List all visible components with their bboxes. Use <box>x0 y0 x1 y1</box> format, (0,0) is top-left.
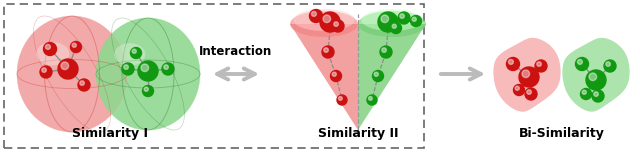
FancyBboxPatch shape <box>4 4 424 148</box>
Circle shape <box>330 71 342 81</box>
Circle shape <box>592 90 604 102</box>
Circle shape <box>164 65 168 69</box>
Circle shape <box>392 24 396 28</box>
Circle shape <box>589 73 596 81</box>
Circle shape <box>522 70 529 78</box>
Ellipse shape <box>36 42 69 65</box>
Ellipse shape <box>362 9 422 31</box>
Circle shape <box>332 20 344 32</box>
Circle shape <box>42 68 46 72</box>
Circle shape <box>519 67 539 87</box>
Circle shape <box>367 95 377 105</box>
Circle shape <box>580 88 591 100</box>
Circle shape <box>143 85 154 97</box>
Circle shape <box>506 57 520 71</box>
Circle shape <box>61 62 68 70</box>
Circle shape <box>45 44 51 49</box>
Circle shape <box>400 14 404 18</box>
Circle shape <box>604 60 616 72</box>
Ellipse shape <box>358 11 426 37</box>
Circle shape <box>410 16 422 26</box>
Polygon shape <box>358 24 426 130</box>
Circle shape <box>323 15 331 23</box>
Polygon shape <box>563 38 630 112</box>
Circle shape <box>320 12 340 32</box>
Circle shape <box>122 63 134 75</box>
Ellipse shape <box>96 18 200 130</box>
Circle shape <box>390 22 401 33</box>
Circle shape <box>72 43 76 47</box>
Circle shape <box>334 22 339 26</box>
Circle shape <box>515 86 519 90</box>
Circle shape <box>138 61 158 81</box>
Ellipse shape <box>17 16 127 132</box>
Ellipse shape <box>293 9 355 31</box>
Circle shape <box>606 62 611 66</box>
Circle shape <box>374 72 378 76</box>
Circle shape <box>372 71 383 81</box>
Polygon shape <box>290 24 358 130</box>
Circle shape <box>525 88 537 100</box>
Circle shape <box>586 70 606 90</box>
Circle shape <box>132 49 136 53</box>
Circle shape <box>40 66 52 78</box>
Text: Similarity II: Similarity II <box>317 127 398 140</box>
Circle shape <box>162 63 174 75</box>
Circle shape <box>310 9 323 22</box>
Circle shape <box>381 15 388 23</box>
Circle shape <box>44 43 56 55</box>
Circle shape <box>508 59 513 64</box>
Circle shape <box>141 64 148 72</box>
Circle shape <box>58 59 78 79</box>
Circle shape <box>322 46 334 58</box>
Circle shape <box>582 90 586 94</box>
Circle shape <box>369 97 372 100</box>
Circle shape <box>78 79 90 91</box>
Circle shape <box>144 87 148 91</box>
Polygon shape <box>493 38 561 112</box>
Text: Interaction: Interaction <box>200 45 273 58</box>
Circle shape <box>535 60 547 72</box>
Circle shape <box>412 17 417 21</box>
Circle shape <box>577 59 582 64</box>
Circle shape <box>380 46 392 58</box>
Ellipse shape <box>290 11 358 37</box>
Circle shape <box>537 62 541 66</box>
Circle shape <box>513 85 525 95</box>
Ellipse shape <box>114 43 145 66</box>
Circle shape <box>332 72 337 76</box>
Circle shape <box>124 65 129 69</box>
Circle shape <box>378 12 398 32</box>
Circle shape <box>339 97 342 100</box>
Circle shape <box>398 12 410 24</box>
Circle shape <box>337 95 347 105</box>
Circle shape <box>575 57 589 71</box>
Circle shape <box>131 47 141 59</box>
Circle shape <box>594 92 598 96</box>
Text: Similarity I: Similarity I <box>72 127 148 140</box>
Circle shape <box>80 81 84 85</box>
Circle shape <box>324 48 328 52</box>
Circle shape <box>312 11 316 16</box>
Circle shape <box>527 90 531 94</box>
Circle shape <box>382 48 387 52</box>
Circle shape <box>70 41 81 52</box>
Text: Bi-Similarity: Bi-Similarity <box>519 127 605 140</box>
